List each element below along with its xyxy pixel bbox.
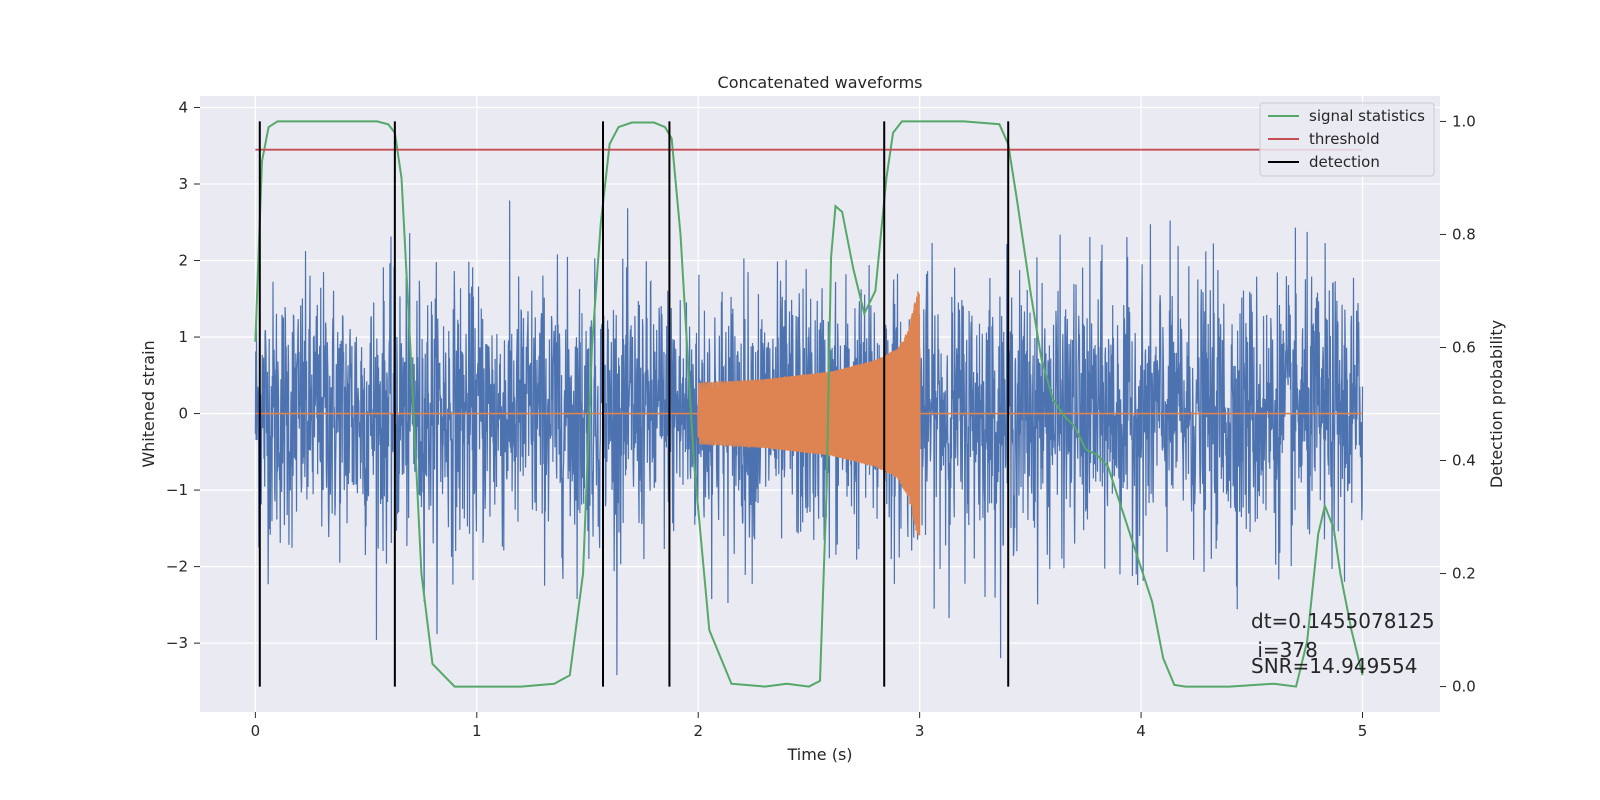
y-tick-label: −3 <box>166 634 188 652</box>
y2-tick-label: 0.0 <box>1452 678 1476 696</box>
axes: 0 1 2 3 4 5 −3 −2 −1 0 1 2 3 4 0.0 0.2 0.4 0.6 0.8 1.0 <box>166 98 1476 740</box>
y-axis-label: Whitened strain <box>139 340 158 467</box>
y2-tick-label: 1.0 <box>1452 112 1476 130</box>
injected-signal-line <box>255 291 1363 536</box>
x-tick-label: 4 <box>1136 722 1146 740</box>
y-tick-label: 4 <box>178 98 188 116</box>
y-tick-label: 1 <box>178 328 188 346</box>
legend-label-threshold: threshold <box>1309 130 1380 148</box>
signal-statistics-line <box>254 120 1364 688</box>
x-tick-label: 2 <box>693 722 703 740</box>
legend-label-detection: detection <box>1309 153 1380 171</box>
legend-box <box>1259 102 1435 177</box>
y2-tick-label: 0.4 <box>1452 452 1476 470</box>
annotation-dt: dt=0.1455078125 <box>1251 609 1435 633</box>
x-tick-label: 5 <box>1358 722 1368 740</box>
strain-series <box>254 200 1364 676</box>
injected-signal-series <box>255 291 1363 536</box>
y-tick-label: 0 <box>178 405 188 423</box>
legend: signal statistics threshold detection <box>1259 102 1435 177</box>
y2-tick-label: 0.2 <box>1452 565 1476 583</box>
x-tick-label: 3 <box>915 722 925 740</box>
chart-title: Concatenated waveforms <box>718 73 923 92</box>
probability-series <box>254 120 1364 688</box>
y-tick-label: 2 <box>178 252 188 270</box>
y2-tick-label: 0.6 <box>1452 338 1476 356</box>
y-tick-label: −2 <box>166 558 188 576</box>
y-tick-label: −1 <box>166 481 188 499</box>
y2-axis-label: Detection probability <box>1487 320 1506 488</box>
y-tick-label: 3 <box>178 175 188 193</box>
x-axis-label: Time (s) <box>786 745 852 764</box>
y2-tick-label: 0.8 <box>1452 225 1476 243</box>
strain-line <box>254 200 1364 676</box>
annotation-i: i=378 <box>1251 638 1318 662</box>
legend-label-signal-statistics: signal statistics <box>1309 107 1425 125</box>
x-tick-label: 0 <box>251 722 261 740</box>
annotation-snr: SNR=14.949554 <box>1251 654 1417 678</box>
x-tick-label: 1 <box>472 722 482 740</box>
